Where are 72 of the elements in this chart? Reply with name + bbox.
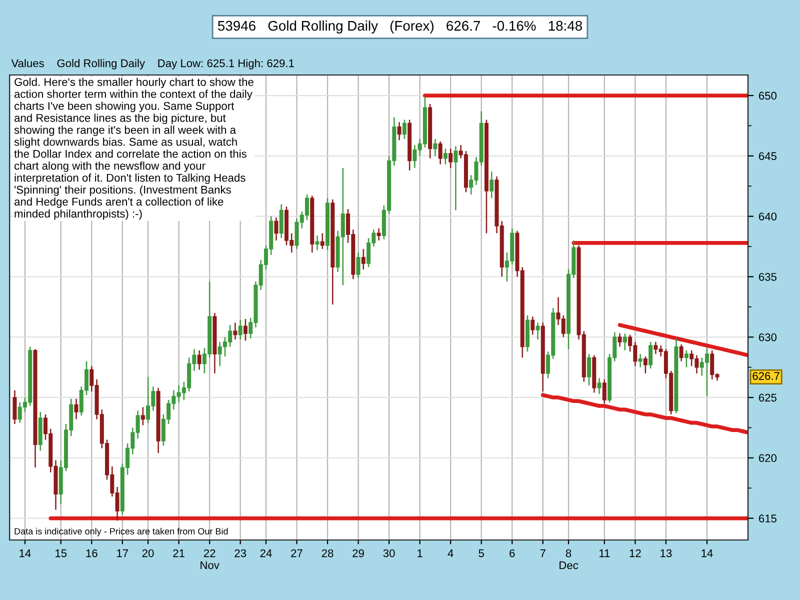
x-tick-label: 22 Nov <box>200 549 220 570</box>
candlestick <box>587 353 592 386</box>
y-tick-label: 640 <box>758 212 777 220</box>
x-tick-label: 14 <box>20 549 31 558</box>
candlestick <box>238 320 242 340</box>
candlestick <box>679 344 684 362</box>
candlestick <box>448 148 453 169</box>
candlestick <box>443 148 448 165</box>
x-tick-label: 21 <box>173 549 184 558</box>
x-tick-label: 23 <box>234 549 246 558</box>
candlestick <box>602 378 606 404</box>
candlestick <box>638 353 642 368</box>
candlestick <box>618 332 622 348</box>
x-tick-label: 13 <box>660 549 672 558</box>
candlestick <box>397 121 402 141</box>
candlestick <box>454 146 458 211</box>
text: 626.7 <box>752 372 780 380</box>
candlestick <box>279 204 284 239</box>
candlestick <box>643 356 648 374</box>
x-tick-label: 24 <box>260 549 272 558</box>
y-tick-label: 620 <box>758 454 777 462</box>
x-tick-label: 16 <box>86 549 98 558</box>
candlestick <box>438 140 442 165</box>
chart-title: 53946 Gold Rolling Daily (Forex) 626.7 -0.16% 18:48 <box>218 20 582 34</box>
text: Gold. Here's the smaller hourly chart to show the action shorter term within the context of the daily charts I've been showing you. Same Support and Resistance lines as the big picture, but showing the range it's been in all week with a slight downwards bias. Same as usual, watch the Dollar Index and correlate the action on this chart along with the newsflow and your interpretation of it. Don't listen to Talking Heads 'Spinning' their positions. (Investment Banks and Hedge Funds aren't a collection of like minded philanthropists) :-) <box>14 78 254 220</box>
annotation: Data is indicative only - Prices are taken from Our Bid <box>14 528 228 536</box>
candlestick <box>320 232 324 250</box>
x-tick-label: 5 <box>478 549 484 558</box>
candlestick <box>376 228 381 242</box>
candlestick <box>361 248 366 270</box>
candlestick <box>197 350 202 370</box>
x-tick-label: 14 <box>702 549 713 558</box>
candlestick <box>684 350 688 368</box>
candlestick <box>648 341 653 370</box>
candlestick <box>530 316 535 336</box>
candlestick <box>243 318 248 342</box>
y-tick-label: 650 <box>758 92 777 100</box>
y-tick-label: 635 <box>758 272 776 281</box>
candlestick <box>233 322 238 340</box>
x-tick-label: 8 Dec <box>560 549 578 570</box>
y-tick-label: 615 <box>758 514 776 522</box>
candlestick <box>12 390 17 425</box>
x-tick-label: 11 <box>600 549 610 558</box>
candlestick <box>274 216 278 242</box>
candlestick <box>356 252 360 279</box>
chart-subtitle: Values Gold Rolling Daily Day Low: 625.1 High: 629.1 <box>11 59 294 70</box>
x-tick-label: 30 <box>383 549 395 558</box>
candlestick <box>490 171 494 199</box>
x-tick-label: 12 <box>630 549 641 558</box>
line-series <box>540 393 748 434</box>
line-series <box>618 323 748 358</box>
candlestick <box>433 138 438 157</box>
candlestick <box>140 406 145 426</box>
x-tick-label: 27 <box>291 549 302 558</box>
x-tick-label: 20 <box>142 549 154 558</box>
candlestick <box>402 119 406 140</box>
candlestick <box>536 322 540 340</box>
x-tick-label: 28 <box>322 549 334 558</box>
x-tick-label: 15 <box>56 549 67 558</box>
x-tick-label: 7 <box>540 549 546 558</box>
x-tick-label: 1 <box>418 549 422 558</box>
y-tick-label: 630 <box>758 333 777 342</box>
candlestick <box>74 398 78 420</box>
x-tick-label: 29 <box>352 549 364 558</box>
x-tick-label: 4 <box>448 549 454 558</box>
candlestick <box>597 378 602 394</box>
y-tick-label: 645 <box>758 152 776 160</box>
x-tick-label: 17 <box>117 549 128 558</box>
candlestick <box>622 332 627 351</box>
x-tick-label: 6 <box>510 549 515 558</box>
y-tick-label: 625 <box>758 394 776 402</box>
candlestick <box>315 235 320 251</box>
